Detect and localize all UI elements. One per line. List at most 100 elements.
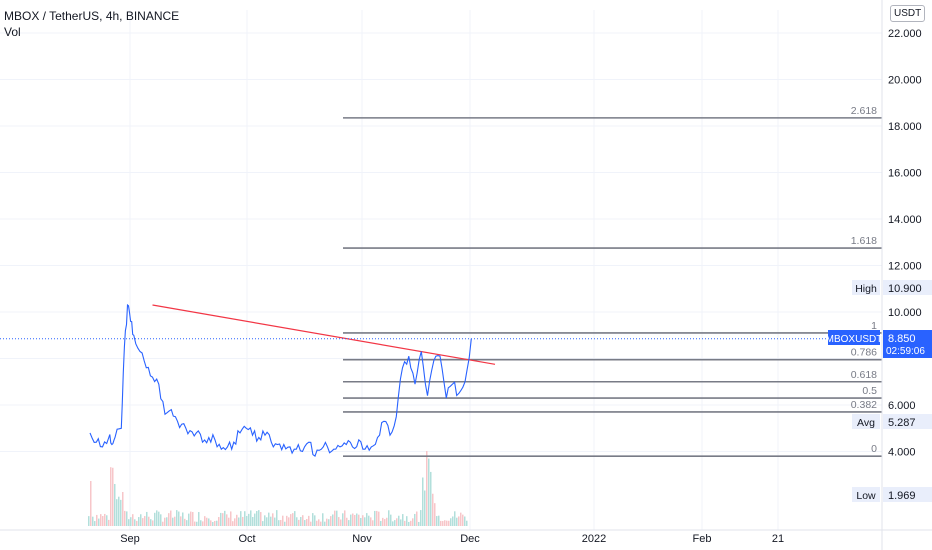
volume-bar [436,516,438,526]
volume-bar [274,517,276,526]
volume-bar [296,517,298,526]
volume-bar [466,520,468,526]
volume-bar [350,514,352,526]
volume-bar [194,521,196,526]
volume-bar [390,514,392,526]
volume-bar [446,520,448,526]
volume-bar [166,517,168,526]
volume-bar [258,510,260,526]
price-tag-value: 10.900 [888,283,922,295]
fib-level-label: 0.786 [851,347,877,359]
volume-bar [398,515,400,526]
volume-bar [204,516,206,526]
volume-bar [238,517,240,526]
volume-bar [358,514,360,526]
fib-level-label: 1 [871,320,877,332]
volume-bar [440,520,442,526]
volume-bar [454,511,456,526]
volume-bar [334,510,336,526]
volume-bar [150,519,152,526]
volume-bars [88,451,468,526]
currency-button[interactable]: USDT [890,5,926,22]
volume-bar [322,513,324,526]
volume-bar [128,519,130,526]
y-tick-label: 6.000 [888,400,916,412]
volume-bar [140,514,142,526]
price-tag-value-bg [883,487,932,502]
volume-bar [374,510,376,526]
volume-bar [152,520,154,526]
x-tick-label: 21 [772,533,784,545]
volume-bar [154,512,156,526]
price-tag-label: Avg [857,417,875,429]
fib-level-label: 1.618 [851,235,877,247]
volume-bar [254,513,256,526]
trendline[interactable] [152,304,496,365]
volume-bar [252,517,254,526]
volume-bar [280,519,282,526]
volume-bar [444,520,446,526]
volume-bar [286,515,288,526]
y-tick-label: 16.000 [888,168,922,180]
volume-bar [114,483,116,526]
y-tick-label: 18.000 [888,121,922,133]
volume-bar [380,520,382,526]
volume-bar [102,516,104,526]
x-tick-label: Nov [352,533,372,545]
volume-bar [124,510,126,526]
volume-bar [144,516,146,526]
volume-bar [222,513,224,526]
volume-bar [428,458,430,526]
fib-level-label: 0.618 [851,369,877,381]
volume-bar [414,513,416,526]
volume-bar [262,521,264,526]
volume-bar [278,520,280,526]
x-tick-label: Sep [120,533,140,545]
volume-bar [132,514,134,526]
volume-bar [266,517,268,526]
volume-bar [344,510,346,526]
volume-bar [426,451,428,526]
volume-bar [156,510,158,526]
volume-bar [412,518,414,526]
volume-bar [216,520,218,526]
volume-bar [376,510,378,526]
volume-bar [320,521,322,526]
volume-bar [118,496,120,526]
volume-bar [316,520,318,526]
volume-bar [458,516,460,526]
volume-bar [98,518,100,526]
price-tag-value: 5.287 [888,417,916,429]
volume-bar [456,517,458,526]
volume-bar [230,511,232,526]
volume-bar [298,519,300,526]
volume-bar [396,518,398,526]
volume-indicator-label[interactable]: Vol [4,25,21,39]
volume-bar [260,512,262,526]
price-tag-label: Low [856,490,876,502]
volume-bar [364,517,366,526]
symbol-tag-bg [828,330,880,345]
y-tick-label: 20.000 [888,75,922,87]
volume-bar [386,517,388,526]
volume-bar [92,516,94,526]
volume-bar [214,520,216,526]
volume-bar [370,517,372,526]
volume-bar [450,518,452,526]
volume-bar [330,516,332,526]
volume-bar [158,511,160,526]
volume-bar [362,515,364,526]
volume-bar [462,514,464,526]
volume-bar [244,511,246,526]
x-tick-label: Dec [460,533,480,545]
price-tag-label-bg [852,487,880,502]
volume-bar [288,517,290,526]
volume-bar [242,516,244,526]
volume-bar [304,520,306,526]
volume-bar [388,510,390,526]
price-tag-label: High [855,283,877,295]
trendline-segment [152,304,496,365]
volume-bar [284,521,286,526]
